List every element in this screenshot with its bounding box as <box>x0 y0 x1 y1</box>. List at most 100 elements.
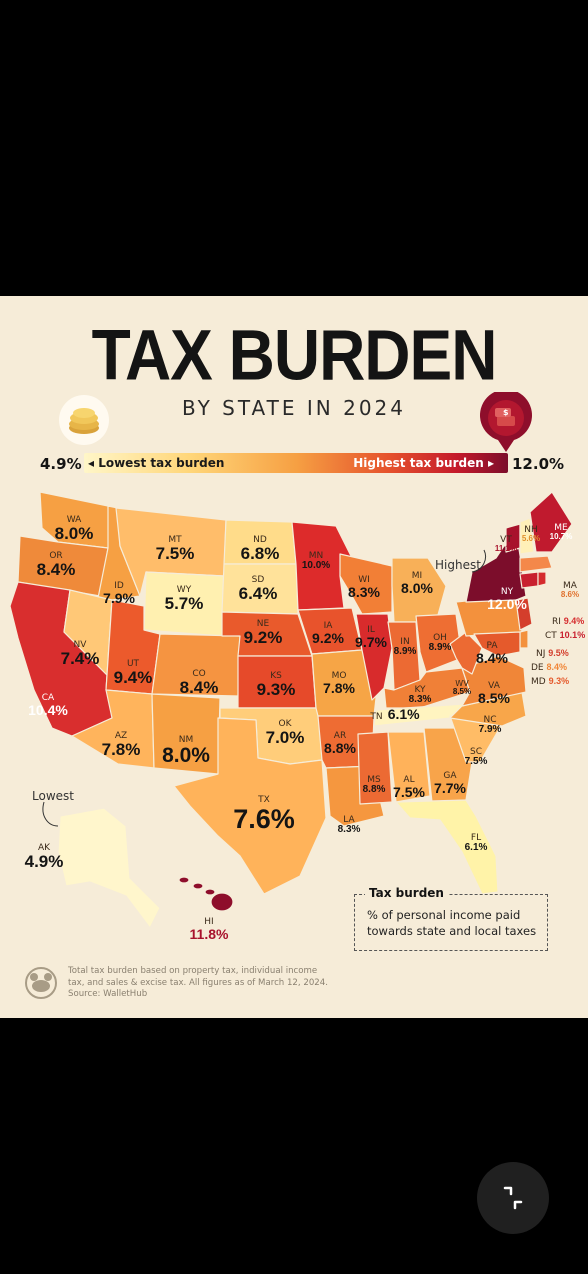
state-code: SD <box>251 575 265 585</box>
lowest-arrow <box>42 801 59 827</box>
state-code: HI <box>204 917 214 927</box>
label-id: ID 7.9% <box>103 581 135 606</box>
label-tn: TN 6.1% <box>370 706 419 723</box>
label-ms: MS 8.8% <box>362 775 386 796</box>
state-value: 8.3% <box>408 694 432 706</box>
exit-fullscreen-button[interactable] <box>477 1162 549 1234</box>
state-code: OK <box>278 719 292 729</box>
state-code: VT <box>500 535 512 545</box>
label-ct: CT 10.1% <box>545 630 585 641</box>
state-value: 7.8% <box>101 740 141 760</box>
footer-source: Source: WalletHub <box>68 989 148 1000</box>
coins-icon <box>59 395 109 445</box>
state-code: MO <box>331 671 347 681</box>
state-tx <box>173 717 327 895</box>
state-de <box>519 629 529 649</box>
state-code: GA <box>443 771 457 781</box>
state-code: ME <box>554 523 568 533</box>
state-value: 8.0% <box>54 524 94 544</box>
legend-min-value: 4.9% <box>40 455 82 473</box>
state-code: IN <box>400 637 410 647</box>
state-value: 6.8% <box>240 544 280 564</box>
state-value: 8.9% <box>393 646 417 658</box>
state-code: NM <box>178 735 194 745</box>
state-ma <box>519 555 553 573</box>
label-mo: MO 7.8% <box>323 671 355 697</box>
state-value: 7.5% <box>155 544 195 564</box>
state-value: 10.1% <box>559 630 586 640</box>
label-me: ME 10.7% <box>550 523 573 542</box>
money-bag-icon: $ <box>480 392 532 452</box>
lowest-annotation: Lowest <box>32 789 74 803</box>
state-ak <box>57 807 161 929</box>
label-co: CO 8.4% <box>179 669 219 698</box>
state-value: 7.9% <box>478 724 502 736</box>
label-ri: RI 9.4% <box>552 616 584 627</box>
state-code: KS <box>270 671 282 681</box>
state-code: MN <box>308 551 324 561</box>
state-value: 8.4% <box>179 678 219 698</box>
label-nh: NH 5.6% <box>521 525 541 544</box>
state-code: ND <box>253 535 267 545</box>
state-value: 8.8% <box>324 740 356 757</box>
state-code: UT <box>126 659 140 669</box>
label-in: IN 8.9% <box>393 637 417 658</box>
state-code: AL <box>403 775 415 785</box>
state-code: AZ <box>114 731 128 741</box>
label-md: MD 9.3% <box>531 676 569 687</box>
label-ar: AR 8.8% <box>324 731 356 757</box>
state-value: 7.5% <box>464 756 488 768</box>
state-mn <box>291 521 353 611</box>
state-hi <box>178 876 234 912</box>
state-nh <box>519 517 535 555</box>
label-mn: MN 10.0% <box>302 551 330 572</box>
state-code: IA <box>323 621 333 631</box>
svg-text:$: $ <box>503 408 509 417</box>
state-value: 6.1% <box>387 706 420 722</box>
state-value: 7.7% <box>434 780 466 797</box>
state-value: 7.8% <box>323 680 355 697</box>
label-wa: WA 8.0% <box>54 515 94 544</box>
state-nj <box>515 597 533 631</box>
label-ca: CA 10.4% <box>28 693 68 719</box>
page-title: TAX BURDEN <box>91 314 498 396</box>
state-code: CT <box>545 631 557 641</box>
state-value: 10.4% <box>28 702 68 719</box>
state-code: TX <box>258 795 270 805</box>
state-ct <box>519 571 539 589</box>
state-value: 9.2% <box>243 628 283 648</box>
label-de: DE 8.4% <box>531 662 567 673</box>
state-value: 9.5% <box>548 648 569 658</box>
state-value: 5.7% <box>164 594 204 614</box>
label-il: IL 9.7% <box>355 625 387 650</box>
label-sd: SD 6.4% <box>239 575 278 603</box>
state-oh <box>415 613 463 673</box>
label-wy: WY 5.7% <box>164 585 204 614</box>
state-code: AR <box>333 731 347 741</box>
state-code: CA <box>41 693 55 703</box>
label-ia: IA 9.2% <box>312 621 344 646</box>
state-code: WI <box>358 575 370 585</box>
label-vt: VT 11.1% <box>494 535 518 554</box>
state-value: 5.6% <box>521 534 541 544</box>
state-value: 8.6% <box>560 590 580 600</box>
label-mi: MI 8.0% <box>401 571 433 596</box>
state-code: OR <box>49 551 63 561</box>
state-value: 8.4% <box>546 662 568 672</box>
label-ok: OK 7.0% <box>265 719 305 748</box>
state-value: 11.1% <box>494 544 518 554</box>
state-code: ID <box>114 581 124 591</box>
state-value: 7.0% <box>265 728 305 748</box>
state-code: TN <box>370 712 383 722</box>
state-md <box>473 631 521 657</box>
state-value: 8.8% <box>362 784 386 796</box>
state-value: 8.5% <box>478 690 510 707</box>
label-oh: OH 8.9% <box>429 633 452 654</box>
state-value: 9.4% <box>113 668 153 688</box>
state-value: 8.3% <box>348 584 380 601</box>
state-value: 7.4% <box>60 649 100 669</box>
legend-max-value: 12.0% <box>512 455 565 473</box>
highest-annotation: Highest <box>435 558 481 572</box>
info-box-text: % of personal income paid towards state … <box>367 908 537 938</box>
state-value: 7.5% <box>393 784 425 801</box>
